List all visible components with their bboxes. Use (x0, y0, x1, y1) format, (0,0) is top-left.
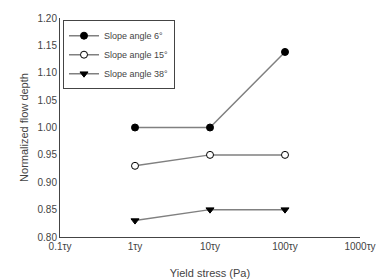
svg-text:0.95: 0.95 (38, 149, 58, 160)
svg-text:1.20: 1.20 (38, 13, 58, 24)
svg-text:Normalized flow depth: Normalized flow depth (18, 73, 30, 182)
svg-text:Slope angle 15°: Slope angle 15° (104, 50, 168, 60)
svg-text:1τy: 1τy (128, 241, 143, 252)
svg-text:1.10: 1.10 (38, 67, 58, 78)
svg-text:1.00: 1.00 (38, 122, 58, 133)
svg-text:Slope angle 6°: Slope angle 6° (104, 31, 163, 41)
svg-text:10τy: 10τy (200, 241, 220, 252)
svg-text:0.85: 0.85 (38, 204, 58, 215)
svg-text:100τy: 100τy (272, 241, 298, 252)
svg-text:1000τy: 1000τy (344, 241, 375, 252)
svg-text:1.05: 1.05 (38, 95, 58, 106)
svg-text:1.15: 1.15 (38, 40, 58, 51)
svg-text:0.80: 0.80 (38, 232, 58, 243)
svg-text:0.90: 0.90 (38, 177, 58, 188)
svg-text:0.1τy: 0.1τy (49, 241, 72, 252)
svg-text:Yield stress (Pa): Yield stress (Pa) (170, 267, 250, 279)
svg-text:Slope angle 38°: Slope angle 38° (104, 69, 168, 79)
